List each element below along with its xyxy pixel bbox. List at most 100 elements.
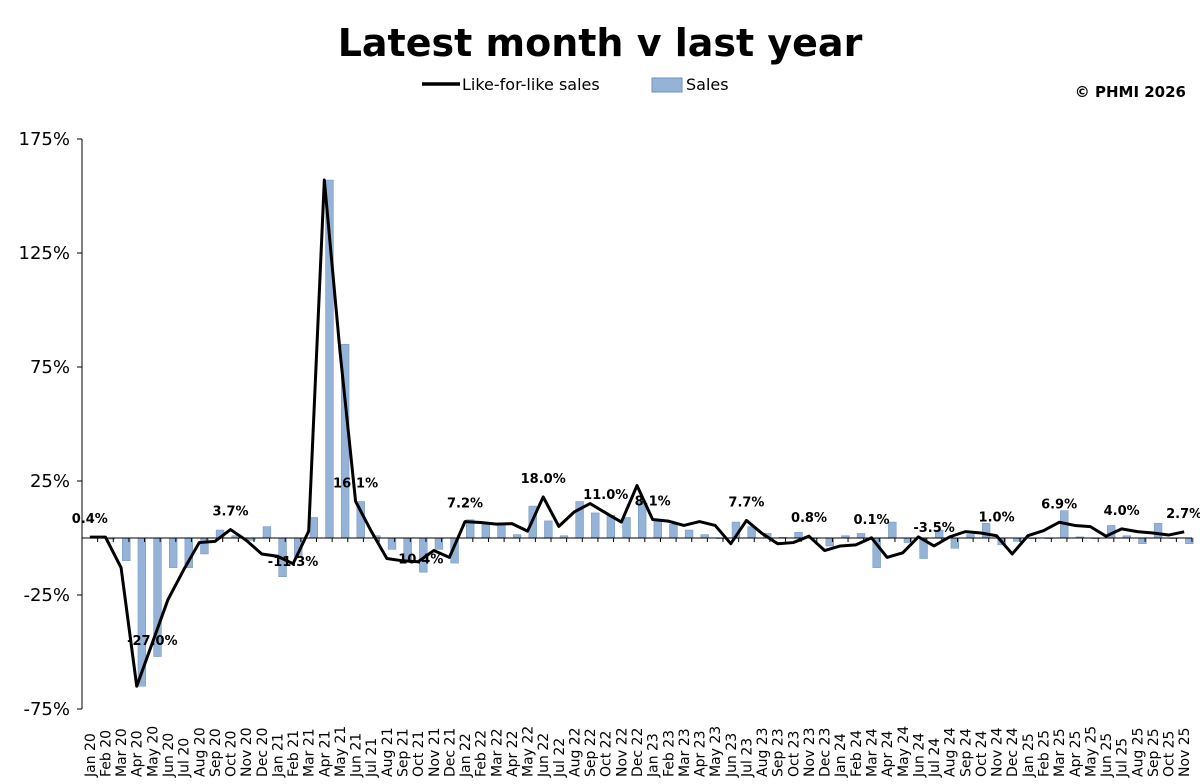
x-tick-label: Jan 24	[833, 733, 849, 778]
data-label: 0.1%	[853, 513, 889, 528]
sales-bar	[1153, 522, 1163, 539]
x-tick-label: Jun 21	[349, 733, 365, 778]
x-tick-label: Sep 22	[583, 728, 599, 777]
x-tick-label: May 25	[1083, 726, 1099, 777]
y-tick-label: 125%	[19, 243, 70, 264]
x-tick-label: Oct 20	[224, 731, 240, 777]
chart-title: Latest month v last year	[338, 21, 863, 65]
x-tick-label: Aug 23	[755, 727, 771, 777]
sales-bar	[653, 519, 662, 539]
y-tick-label: 175%	[19, 129, 70, 150]
sales-bar	[966, 534, 975, 539]
x-tick-label: Jan 23	[646, 733, 662, 778]
sales-bar	[512, 534, 522, 539]
x-tick-label: Mar 20	[114, 728, 130, 777]
x-tick-label: Mar 21	[302, 728, 318, 777]
x-tick-label: Jul 25	[1115, 738, 1131, 778]
data-label: -10.4%	[393, 553, 444, 568]
legend: Like-for-like sales Sales	[422, 75, 729, 94]
y-tick-label: -25%	[23, 585, 70, 606]
x-tick-label: Jun 20	[161, 733, 177, 778]
x-tick-label: Oct 22	[599, 731, 615, 777]
sales-bar	[622, 517, 631, 539]
data-label: 2.7%	[1166, 507, 1200, 522]
x-tick-label: Feb 23	[661, 730, 677, 777]
data-label: -27.0%	[127, 634, 178, 649]
data-label: 8.1%	[635, 495, 671, 510]
x-tick-label: Jul 22	[552, 738, 568, 778]
sales-bar	[497, 524, 506, 539]
x-tick-label: May 24	[896, 726, 912, 777]
x-tick-label: Feb 21	[286, 730, 302, 777]
x-tick-label: May 23	[708, 726, 724, 777]
x-tick-label: Aug 25	[1130, 727, 1146, 777]
x-tick-label: Jul 20	[177, 738, 193, 778]
x-tick-label: Feb 20	[98, 730, 114, 777]
x-tick-label: Dec 23	[818, 728, 834, 777]
x-tick-label: Jan 21	[270, 733, 286, 778]
x-tick-label: Feb 22	[474, 730, 490, 777]
x-tick-label: Dec 24	[1005, 728, 1021, 777]
data-label: 11.0%	[583, 488, 628, 503]
x-tick-label: Nov 20	[239, 727, 255, 777]
x-tick-label: Oct 21	[411, 731, 427, 777]
x-tick-label: Apr 23	[693, 731, 709, 777]
legend-label-like-for-like: Like-for-like sales	[462, 75, 600, 94]
x-tick-label: Apr 21	[317, 731, 333, 777]
legend-label-sales: Sales	[686, 75, 729, 94]
x-tick-label: Sep 21	[395, 728, 411, 777]
sales-bar	[888, 521, 897, 539]
sales-bar	[309, 517, 319, 539]
x-tick-label: Apr 20	[130, 731, 146, 777]
x-tick-label: Aug 24	[943, 727, 959, 777]
x-tick-label: Sep 24	[958, 728, 974, 777]
x-tick-label: Jan 20	[83, 733, 99, 778]
x-tick-label: Aug 20	[192, 727, 208, 777]
sales-bar	[544, 520, 553, 539]
x-tick-label: Jun 24	[911, 733, 927, 778]
data-label: -3.5%	[913, 521, 954, 536]
x-tick-label: Jul 24	[927, 738, 943, 778]
x-tick-label: Mar 24	[865, 728, 881, 777]
x-tick-label: Aug 21	[380, 727, 396, 777]
x-tick-label: Mar 25	[1052, 728, 1068, 777]
x-tick-label: Apr 24	[880, 730, 896, 777]
x-tick-label: Dec 20	[255, 728, 271, 777]
x-tick-label: Nov 24	[990, 727, 1006, 777]
x-tick-label: Nov 25	[1177, 727, 1193, 777]
sales-bar	[591, 512, 600, 539]
data-label: 3.7%	[212, 505, 248, 520]
x-tick-label: Dec 21	[442, 728, 458, 777]
x-tick-label: Jun 22	[536, 733, 552, 778]
x-tick-label: Nov 21	[427, 727, 443, 777]
x-tick-label: May 21	[333, 726, 349, 777]
y-tick-label: 75%	[30, 357, 70, 378]
x-tick-label: Feb 25	[1036, 730, 1052, 777]
data-label: 4.0%	[1104, 504, 1140, 519]
data-label: 6.9%	[1041, 497, 1077, 512]
data-label: 7.2%	[447, 497, 483, 512]
x-tick-label: Sep 25	[1146, 728, 1162, 777]
sales-bar	[669, 524, 678, 539]
data-label: -11.3%	[268, 555, 319, 570]
x-tick-label: Dec 22	[630, 728, 646, 777]
x-tick-label: Nov 23	[802, 727, 818, 777]
sales-bar	[481, 524, 490, 539]
x-tick-label: May 20	[145, 726, 161, 777]
x-tick-label: Sep 20	[208, 728, 224, 777]
data-label: 16.1%	[333, 476, 378, 491]
x-tick-label: Mar 22	[489, 728, 505, 777]
data-label: 0.4%	[72, 512, 108, 527]
x-tick-label: Aug 22	[567, 727, 583, 777]
sales-bar	[856, 533, 866, 539]
x-tick-label: Jul 21	[364, 738, 380, 778]
like-for-like-line	[89, 178, 1185, 688]
plot-area: -75% -25% 25% 75% 125% 175% 0.4% -27.0% 3.7% -11.…	[19, 129, 1200, 778]
x-tick-label: Jul 23	[739, 738, 755, 778]
sales-bar	[684, 529, 694, 539]
x-tick-label: Jun 25	[1099, 733, 1115, 778]
x-tick-label: Mar 23	[677, 728, 693, 777]
copyright-notice: © PHMI 2026	[1075, 83, 1186, 101]
x-tick-label: Apr 22	[505, 731, 521, 777]
data-label: 18.0%	[521, 472, 566, 487]
